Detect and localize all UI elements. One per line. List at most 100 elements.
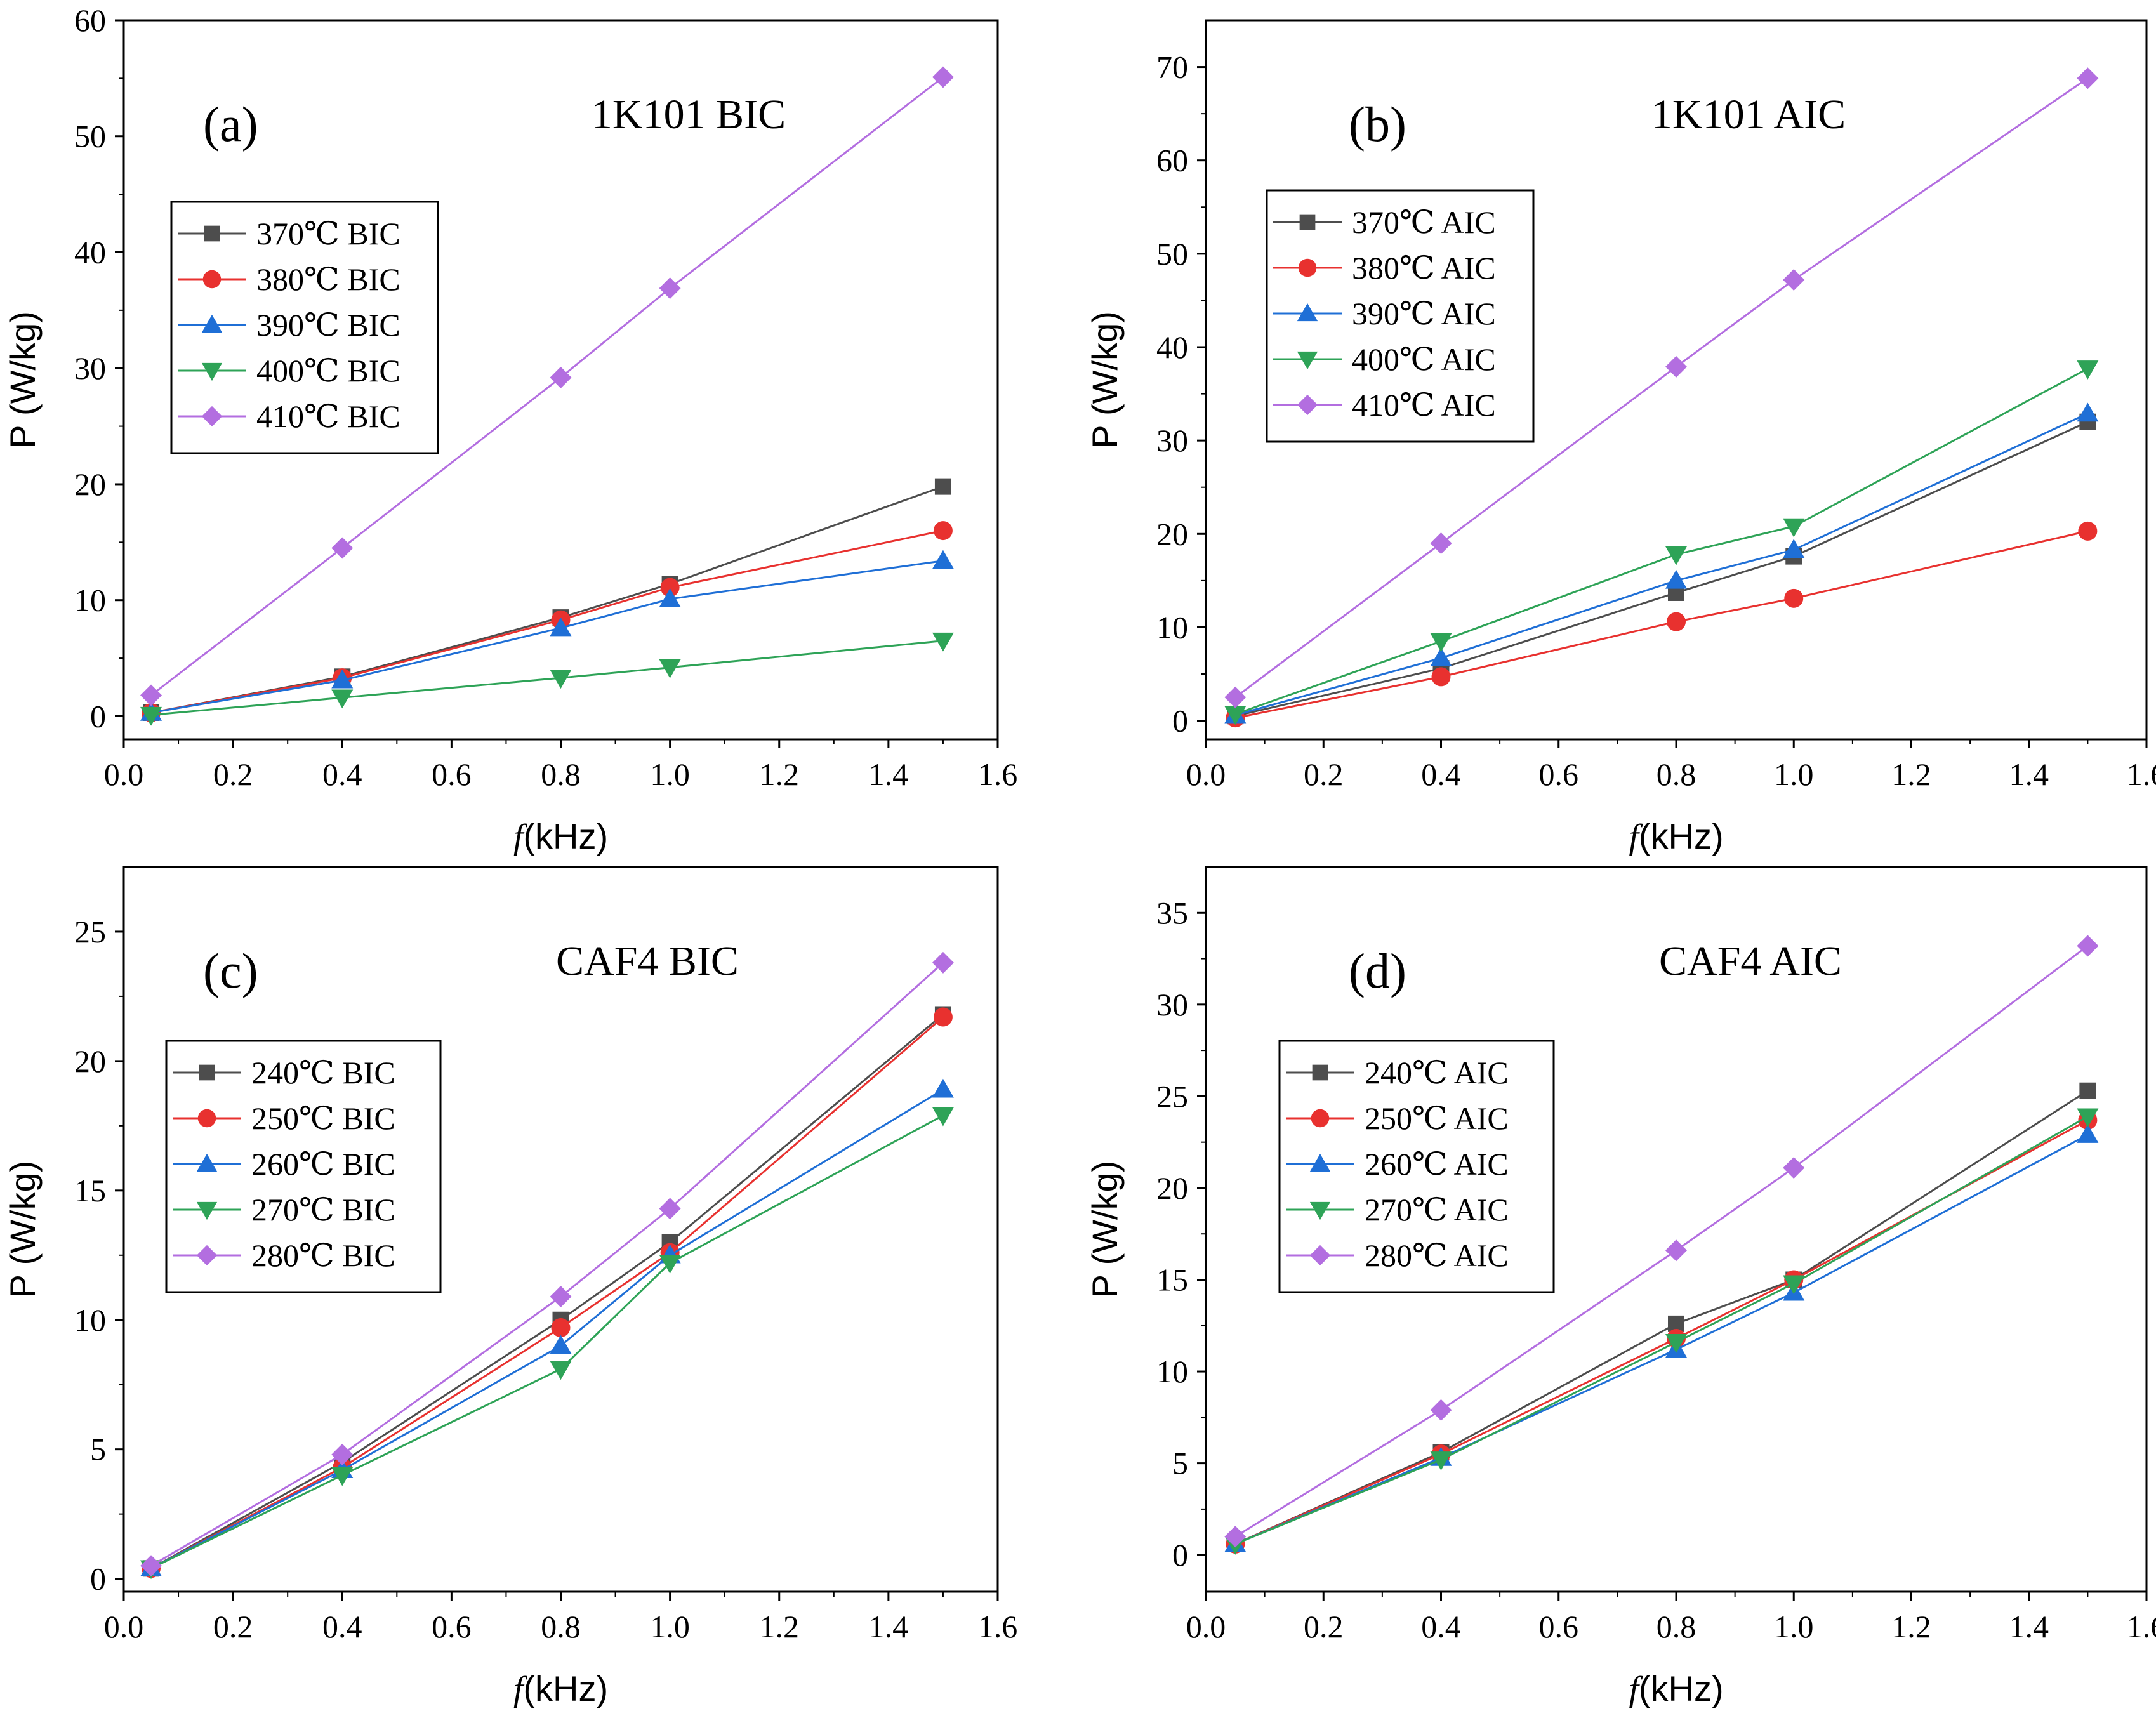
x-axis-unit: (kHz) (523, 1668, 608, 1708)
legend-marker (1297, 394, 1318, 416)
x-axis-label: f(kHz) (1629, 816, 1723, 857)
data-point (331, 1467, 354, 1486)
legend-label: 270℃ BIC (251, 1192, 395, 1227)
data-point (1783, 1157, 1805, 1179)
data-point (933, 521, 953, 541)
data-point (1783, 539, 1805, 558)
y-tick-label: 0 (90, 698, 106, 734)
x-axis-unit: (kHz) (523, 816, 608, 856)
data-point (932, 951, 954, 974)
legend-marker (196, 1153, 218, 1172)
x-tick-label: 0.4 (322, 757, 362, 792)
x-tick-label: 0.8 (541, 757, 581, 792)
y-tick-label: 15 (74, 1173, 106, 1208)
y-tick-label: 30 (74, 350, 106, 386)
data-point (331, 689, 354, 709)
data-point (932, 1078, 954, 1098)
y-tick-label: 0 (90, 1561, 106, 1597)
y-tick-label: 20 (1156, 1170, 1188, 1206)
series-line (1234, 421, 2088, 717)
data-point (550, 1361, 572, 1380)
panel-label: (c) (203, 943, 258, 998)
data-point (659, 1198, 681, 1220)
y-tick-label: 40 (1156, 329, 1188, 365)
y-tick-label: 20 (1156, 516, 1188, 552)
x-tick-label: 1.2 (1891, 757, 1931, 792)
x-axis-label: f(kHz) (513, 816, 608, 857)
legend-label: 260℃ AIC (1365, 1146, 1509, 1182)
legend-label: 410℃ BIC (256, 399, 400, 434)
y-tick-label: 15 (1156, 1262, 1188, 1298)
panel-label: (b) (1349, 96, 1406, 152)
data-point (140, 1555, 162, 1577)
x-tick-label: 0.8 (1657, 757, 1696, 792)
legend-label: 380℃ AIC (1352, 250, 1496, 286)
panel-label: (a) (203, 96, 258, 152)
x-tick-label: 0.2 (1304, 1609, 1344, 1644)
legend: 370℃ AIC 380℃ AIC 390℃ AIC 400℃ AIC 410℃ AIC (1266, 189, 1535, 443)
x-tick-label: 1.0 (650, 757, 690, 792)
data-point (934, 478, 951, 495)
chart-panel-1: 0.0 0.2 0.4 0.6 0.8 1.0 1.2 1.4 1.6 0 10 20 30 40 50 60… (3, 3, 1017, 857)
data-point (1665, 546, 1687, 565)
y-tick-label: 10 (1156, 1354, 1188, 1389)
data-point (331, 669, 354, 689)
data-point (2077, 402, 2099, 422)
chart-title: 1K101 BIC (592, 91, 786, 138)
legend: 240℃ AIC 250℃ AIC 260℃ AIC 270℃ AIC 280℃ AIC (1278, 1040, 1555, 1293)
legend-marker (1311, 1109, 1330, 1128)
data-point (1667, 612, 1686, 631)
data-point (932, 632, 954, 652)
y-tick-label: 50 (1156, 236, 1188, 272)
data-point (1665, 1334, 1687, 1353)
x-axis-unit: (kHz) (1639, 816, 1724, 856)
y-tick-label: 10 (74, 583, 106, 618)
x-tick-label: 1.0 (650, 1609, 690, 1644)
legend: 370℃ BIC 380℃ BIC 390℃ BIC 400℃ BIC 410℃ BIC (170, 201, 439, 454)
y-tick-label: 50 (74, 119, 106, 154)
legend-marker (204, 225, 220, 242)
x-tick-label: 0.4 (1421, 757, 1461, 792)
x-tick-label: 0.0 (104, 1609, 144, 1644)
legend-marker (196, 1201, 218, 1220)
x-tick-label: 0.0 (1186, 1609, 1226, 1644)
legend-marker (1298, 258, 1317, 277)
y-tick-label: 25 (74, 914, 106, 949)
x-tick-label: 1.0 (1774, 1609, 1814, 1644)
data-point (550, 670, 572, 689)
x-tick-label: 1.2 (760, 757, 800, 792)
legend-label: 260℃ BIC (251, 1146, 395, 1182)
data-point (550, 617, 572, 637)
y-tick-label: 10 (74, 1302, 106, 1338)
y-tick-label: 30 (1156, 987, 1188, 1022)
legend-marker (201, 362, 223, 381)
data-point (2079, 1082, 2096, 1099)
x-tick-label: 0.6 (1539, 1609, 1579, 1644)
data-point (659, 659, 681, 678)
y-tick-label: 40 (74, 234, 106, 270)
panel-label: (d) (1349, 943, 1406, 998)
x-tick-label: 1.6 (978, 1609, 1018, 1644)
chart-title: 1K101 AIC (1651, 91, 1846, 138)
legend-label: 240℃ BIC (251, 1055, 395, 1090)
x-tick-label: 1.4 (869, 1609, 909, 1644)
legend-label: 400℃ BIC (256, 353, 400, 388)
data-point (551, 1318, 571, 1337)
data-point (659, 588, 681, 607)
x-tick-label: 1.0 (1774, 757, 1814, 792)
data-point (550, 1335, 572, 1354)
legend-marker (1309, 1201, 1331, 1220)
legend: 240℃ BIC 250℃ BIC 260℃ BIC 270℃ BIC 280℃ BIC (165, 1040, 442, 1293)
x-tick-label: 0.2 (213, 757, 253, 792)
data-point (659, 277, 681, 300)
y-axis-label: P (W/kg) (1085, 311, 1125, 449)
data-point (2077, 1124, 2099, 1143)
legend-marker (1299, 214, 1316, 230)
legend-marker (1312, 1064, 1328, 1081)
chart-panel-4: 0.0 0.2 0.4 0.6 0.8 1.0 1.2 1.4 1.6 0 5 10 15 20 25 30 3… (1085, 866, 2156, 1709)
y-tick-label: 20 (74, 1043, 106, 1079)
x-tick-label: 1.2 (760, 1609, 800, 1644)
data-point (1665, 569, 1687, 589)
data-point (1430, 647, 1452, 666)
y-tick-label: 30 (1156, 423, 1188, 458)
